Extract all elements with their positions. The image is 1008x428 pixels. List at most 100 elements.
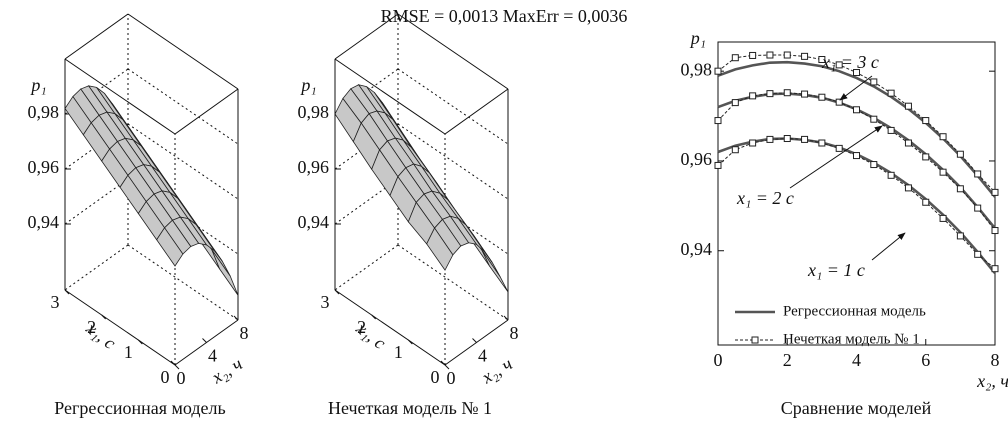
marker [887,89,895,97]
box-edge [334,244,399,291]
marker [731,99,739,107]
x2-tick-label: 0 [177,368,186,388]
marker [766,51,774,59]
marker [922,153,930,161]
y-axis-label: p₁ [689,28,706,48]
marker [783,89,791,97]
x-tick-label: 8 [991,350,1000,370]
x1-tick [137,339,143,345]
x-tick-label: 6 [921,350,930,370]
x2-tick-label: 8 [510,323,519,343]
box-edge [64,244,129,291]
marker [818,139,826,147]
x1-tick [174,364,180,370]
marker [974,204,982,212]
marker [853,152,860,160]
x1-tick-label: 2 [87,317,96,337]
box-edge [127,244,239,321]
marker [801,52,809,60]
box-edge [334,13,399,60]
marker [904,184,912,192]
x1-tick-label: 0 [161,367,170,387]
marker [731,146,739,154]
x2-tick [440,360,446,366]
x2-tick [503,315,509,321]
x1-tick [334,289,340,295]
marker [991,265,999,273]
marker [922,117,930,125]
caption: Сравнение моделей [781,398,932,418]
marker [991,227,999,235]
marker [835,98,843,106]
z-tick-label: 0,98 [298,102,330,122]
annotation: x₁ = 1 с [807,260,865,280]
z-axis-label: p₁ [29,75,46,95]
marker [714,67,722,75]
marker [991,188,999,196]
marker [766,135,774,143]
marker [818,56,826,64]
marker [766,90,774,98]
legend-label: Регрессионная модель [783,303,926,319]
x2-tick-label: 8 [240,323,249,343]
grid-line [127,68,239,145]
marker [956,185,964,193]
marker [731,54,739,62]
marker [714,161,722,169]
x1-tick [371,314,377,320]
x-tick-label: 2 [783,350,792,370]
legend-label: Нечеткая модель № 1 [783,331,920,347]
marker [887,126,895,134]
fuzzy-line [717,92,996,231]
marker [956,232,964,240]
y-tick-label: 0,98 [681,59,713,79]
marker [801,135,809,143]
box-edge [64,58,176,135]
regression-line [717,60,997,198]
annotation-arrow [871,232,906,261]
box-edge [64,13,129,60]
legend-marker [751,336,759,344]
z-tick-label: 0,96 [298,157,330,177]
annotation-arrow [789,125,883,189]
marker [974,170,982,178]
marker [853,69,860,77]
x2-tick [202,338,207,343]
x1-tick-label: 1 [394,342,403,362]
marker [818,93,826,101]
y-tick-label: 0,94 [681,239,713,259]
x1-axis [64,289,176,366]
marker [714,117,722,125]
marker [749,51,757,59]
marker [904,139,912,147]
x1-tick-label: 0 [431,367,440,387]
x1-tick [407,339,413,345]
grid-line [397,68,509,145]
x2-tick-label: 4 [478,346,487,366]
annotation-arrow [839,75,873,101]
x1-tick-label: 2 [357,317,366,337]
x1-tick [101,314,107,320]
marker [974,250,982,258]
x2-tick [233,315,239,321]
surface-cell [426,227,454,271]
annotation: x₁ = 2 с [736,188,794,208]
x1-tick [64,289,70,295]
x-axis-label: x₂, ч [976,371,1008,391]
grid-line [397,123,509,200]
marker [783,135,791,143]
marker [870,161,878,169]
marker [870,115,878,123]
x1-axis [334,289,446,366]
x2-tick [170,360,176,366]
box-edge [444,88,509,135]
x2-tick-label: 0 [447,368,456,388]
box-edge [334,58,446,135]
x1-tick-label: 3 [51,292,60,312]
marker [922,198,930,206]
marker [835,144,843,152]
surface-cell [211,249,239,296]
z-tick-label: 0,94 [28,212,60,232]
marker [801,90,809,98]
marker [939,133,947,141]
